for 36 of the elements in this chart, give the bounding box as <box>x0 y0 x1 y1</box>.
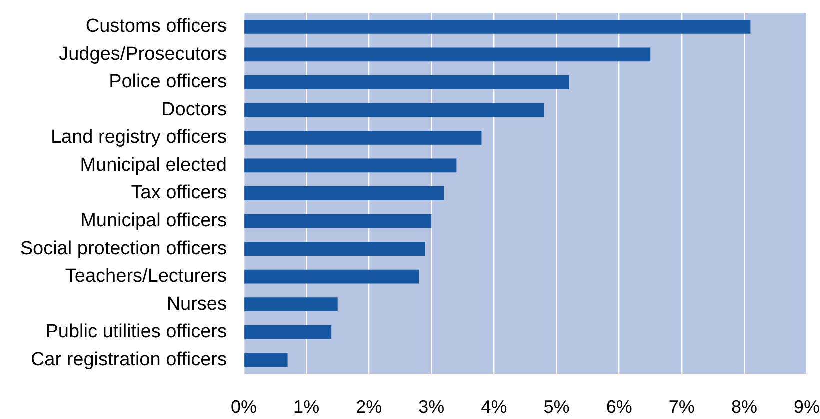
y-tick-label: Car registration officers <box>30 349 227 370</box>
y-tick-label: Land registry officers <box>50 127 227 148</box>
bar <box>244 158 457 173</box>
bar <box>244 270 420 284</box>
bar <box>244 353 288 368</box>
x-tick-label: 6% <box>606 396 632 417</box>
bar <box>244 186 444 200</box>
y-tick-label: Nurses <box>166 294 227 315</box>
x-tick-label: 7% <box>668 396 695 417</box>
x-tick-label: 8% <box>731 396 758 417</box>
y-tick-label: Public utilities officers <box>46 322 227 343</box>
bar <box>244 20 751 34</box>
bar <box>244 214 432 228</box>
bar <box>244 48 651 62</box>
y-tick-label: Teachers/Lecturers <box>65 266 227 288</box>
x-tick-label: 4% <box>481 396 508 417</box>
y-tick-label: Tax officers <box>131 182 227 204</box>
bar <box>244 75 570 90</box>
y-tick-label: Municipal officers <box>80 210 227 232</box>
x-tick-label: 5% <box>544 396 570 417</box>
bar <box>244 103 544 118</box>
y-tick-label: Judges/Prosecutors <box>59 44 227 65</box>
bar <box>244 131 482 145</box>
y-tick-label: Police officers <box>109 72 227 93</box>
x-tick-label: 3% <box>418 396 445 417</box>
x-tick-label: 9% <box>794 396 820 417</box>
y-tick-label: Doctors <box>162 99 227 120</box>
y-tick-label: Customs officers <box>86 16 227 38</box>
y-tick-label: Social protection officers <box>20 238 227 260</box>
y-tick-label: Municipal elected <box>80 154 227 176</box>
x-tick-label: 1% <box>294 396 320 417</box>
x-tick-label: 2% <box>356 396 382 417</box>
x-tick-label: 0% <box>230 396 258 417</box>
bar <box>244 242 426 256</box>
bar <box>244 325 332 340</box>
bar <box>244 298 338 312</box>
